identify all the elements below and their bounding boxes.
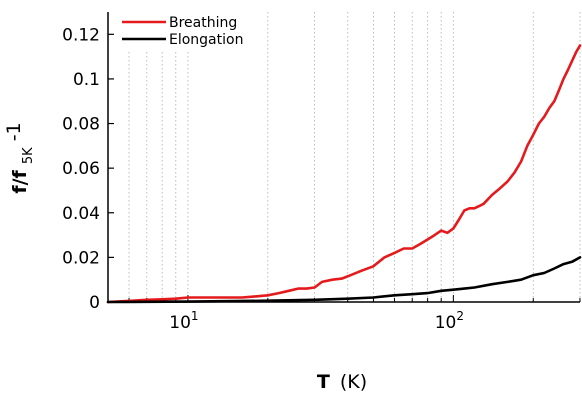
legend-background (118, 10, 258, 50)
x-axis-label: T (K) (317, 371, 367, 393)
y-axis-ticks: 0 0.02 0.04 0.06 0.08 0.1 0.12 (62, 25, 114, 313)
series-layer (106, 44, 582, 304)
x-axis-ticks: 101 102 (128, 295, 581, 333)
y-tick-label: 0.06 (62, 159, 100, 179)
legend-label-elongation: Elongation (169, 32, 243, 48)
y-tick-label: 0.1 (73, 70, 100, 90)
y-axis-label: f/f 5K -1 (3, 122, 37, 193)
series-line-elongation (106, 256, 582, 304)
y-axis-label-ratio: f/f (9, 169, 31, 193)
y-tick-label: 0.12 (62, 25, 100, 45)
y-tick-label: 0.04 (62, 204, 100, 224)
y-tick-label: 0.08 (62, 115, 100, 135)
x-tick-label: 102 (435, 309, 464, 333)
grid-lines (128, 12, 581, 302)
legend-label-breathing: Breathing (169, 15, 237, 31)
x-axis-label-unit: (K) (340, 371, 367, 393)
y-tick-label: 0 (89, 293, 100, 313)
y-tick-label: 0.02 (62, 248, 100, 268)
x-tick-label: 101 (169, 309, 198, 333)
y-axis-label-subscript: 5K (21, 147, 36, 164)
legend: Breathing Elongation (118, 10, 258, 50)
series-line-breathing (106, 44, 582, 304)
y-axis-label-tail: -1 (3, 122, 25, 141)
x-axis-label-variable: T (317, 371, 330, 393)
